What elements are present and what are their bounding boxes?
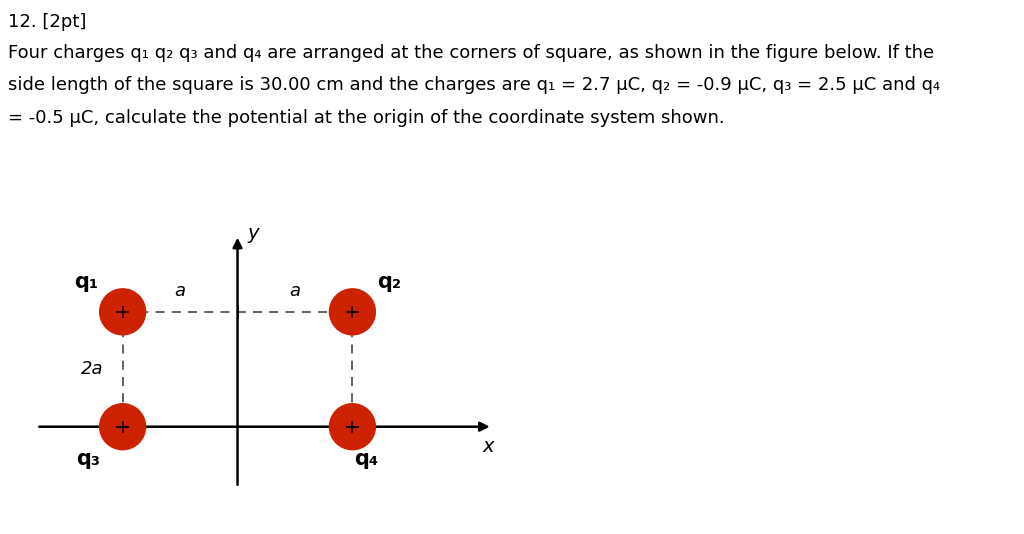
Text: a: a [174, 282, 185, 300]
Circle shape [99, 404, 145, 450]
Text: a: a [290, 282, 300, 300]
Text: q₃: q₃ [76, 449, 100, 469]
Text: y: y [248, 224, 259, 243]
Text: Four charges q₁ q₂ q₃ and q₄ are arranged at the corners of square, as shown in : Four charges q₁ q₂ q₃ and q₄ are arrange… [8, 44, 934, 62]
Circle shape [99, 289, 145, 335]
Text: q₁: q₁ [74, 272, 98, 292]
Text: 2a: 2a [81, 360, 103, 378]
Text: 12. [2pt]: 12. [2pt] [8, 13, 87, 32]
Text: x: x [482, 437, 494, 456]
Text: = -0.5 μC, calculate the potential at the origin of the coordinate system shown.: = -0.5 μC, calculate the potential at th… [8, 109, 725, 127]
Text: side length of the square is 30.00 cm and the charges are q₁ = 2.7 μC, q₂ = -0.9: side length of the square is 30.00 cm an… [8, 76, 940, 95]
Text: q₂: q₂ [377, 272, 401, 292]
Text: q₄: q₄ [354, 449, 378, 469]
Circle shape [330, 404, 376, 450]
Circle shape [330, 289, 376, 335]
